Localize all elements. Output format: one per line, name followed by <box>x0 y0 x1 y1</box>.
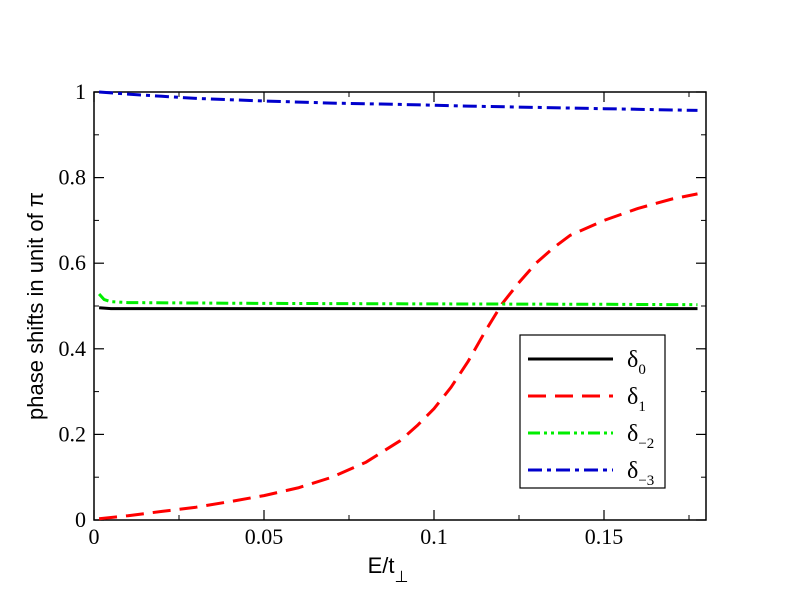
x-tick-label: 0.1 <box>420 524 448 549</box>
x-axis-title-subscript: ⊥ <box>394 569 408 586</box>
legend-label-3: δ−3 <box>627 458 654 489</box>
series-line-2 <box>97 292 698 307</box>
series-line-3 <box>98 90 698 112</box>
x-tick-label: 0.05 <box>245 524 284 549</box>
axis-ticks: 0 0.05 0.1 0.15 0 0.2 0.4 0.6 0.8 1 <box>59 79 706 549</box>
y-tick-label: 0.4 <box>59 336 87 361</box>
x-tick-label: 0 <box>89 524 100 549</box>
y-axis-title: phase shifts in unit of π <box>23 192 48 420</box>
x-axis-title: E/t⊥ <box>368 553 409 586</box>
series-line-0 <box>98 306 698 311</box>
x-tick-label: 0.15 <box>585 524 624 549</box>
legend-label-1: δ1 <box>627 384 646 415</box>
y-tick-label: 0.6 <box>59 250 87 275</box>
y-tick-label: 0.8 <box>59 165 87 190</box>
legend: δ0 δ1 δ−2 δ−3 <box>519 334 666 489</box>
y-tick-label: 0 <box>75 507 86 532</box>
legend-label-0: δ0 <box>627 347 646 378</box>
legend-label-2: δ−2 <box>627 421 654 452</box>
y-tick-label: 1 <box>75 79 86 104</box>
series-lines <box>97 90 698 521</box>
y-tick-label: 0.2 <box>59 421 87 446</box>
